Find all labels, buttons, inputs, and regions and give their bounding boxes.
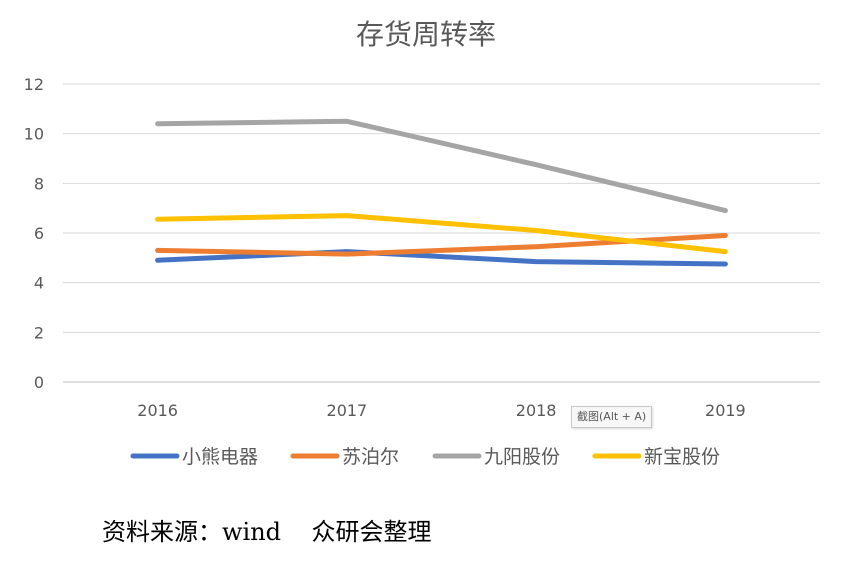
y-axis-ticks: 0 2 4 6 8 10 12 [24, 75, 44, 392]
y-tick-label: 6 [34, 224, 44, 243]
y-tick-label: 8 [34, 174, 44, 193]
screenshot-tooltip: 截图(Alt + A) [571, 406, 653, 428]
x-tick-label: 2017 [327, 401, 368, 420]
series-lines [155, 118, 728, 267]
legend-label: 苏泊尔 [342, 446, 399, 468]
gridlines [63, 83, 820, 383]
series-line [155, 249, 728, 267]
legend-label: 新宝股份 [644, 446, 720, 468]
y-tick-label: 2 [34, 323, 44, 342]
series-line [155, 118, 728, 214]
y-tick-label: 4 [34, 274, 44, 293]
x-tick-label: 2018 [516, 401, 557, 420]
y-tick-label: 0 [34, 373, 44, 392]
y-tick-label: 10 [24, 125, 44, 144]
x-tick-label: 2019 [705, 401, 746, 420]
source-note: 资料来源：wind 众研会整理 [102, 518, 432, 546]
y-tick-label: 12 [24, 75, 44, 94]
series-line [155, 233, 728, 257]
chart-title: 存货周转率 [356, 18, 496, 51]
series-line [155, 213, 728, 255]
legend-label: 小熊电器 [182, 446, 258, 468]
x-axis-ticks: 2016 2017 2018 2019 [137, 401, 745, 420]
legend-label: 九阳股份 [484, 446, 560, 468]
legend: 小熊电器 苏泊尔 九阳股份 新宝股份 [130, 446, 720, 468]
x-tick-label: 2016 [137, 401, 178, 420]
